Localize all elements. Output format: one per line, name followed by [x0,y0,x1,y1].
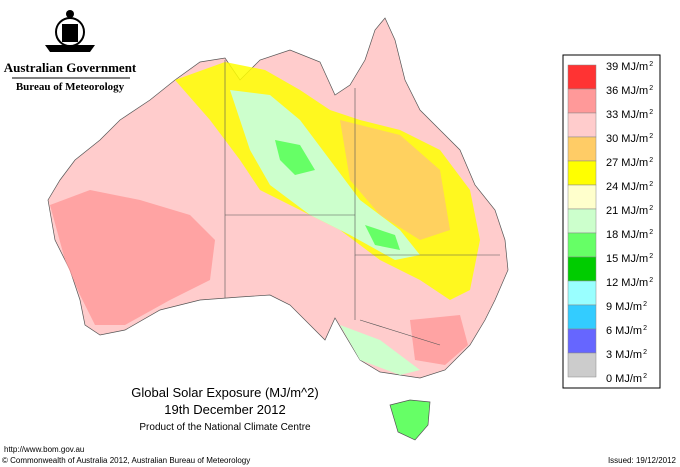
legend-swatch [567,352,597,378]
legend-label: 30 MJ/m [606,133,648,145]
url: http://www.bom.gov.au [4,445,84,454]
issued: Issued: 19/12/2012 [608,456,677,465]
legend-label: 21 MJ/m [606,205,648,217]
legend-frame [562,54,661,389]
legend-label: 9 MJ/m [606,301,642,313]
australia-map [47,17,509,441]
legend-exponent: 2 [649,61,653,68]
legend-swatch [567,328,597,354]
coat-of-arms [45,10,95,52]
legend-label: 24 MJ/m [606,181,648,193]
legend: 39 MJ/m 236 MJ/m 233 MJ/m 230 MJ/m 227 MJ/m 2… [567,61,653,385]
legend-swatch [567,208,597,234]
legend-label: 39 MJ/m [606,61,648,73]
map-product: Product of the National Climate Centre [139,422,311,433]
legend-swatch [567,112,597,138]
legend-exponent: 2 [643,349,647,356]
government: Australian Government [4,60,137,75]
legend-exponent: 2 [643,325,647,332]
legend-label: 36 MJ/m [606,85,648,97]
legend-exponent: 2 [649,277,653,284]
legend-label: 6 MJ/m [606,325,642,337]
legend-label: 12 MJ/m [606,277,648,289]
legend-exponent: 2 [649,181,653,188]
legend-exponent: 2 [643,373,647,380]
legend-swatch [567,184,597,210]
legend-swatch [567,64,597,90]
legend-swatch [567,304,597,330]
map-title: Global Solar Exposure (MJ/m^2) [131,385,318,400]
legend-label: 0 MJ/m [606,373,642,385]
legend-exponent: 2 [649,85,653,92]
legend-label: 15 MJ/m [606,253,648,265]
legend-exponent: 2 [643,301,647,308]
legend-label: 33 MJ/m [606,109,648,121]
legend-exponent: 2 [649,133,653,140]
legend-exponent: 2 [649,253,653,260]
legend-swatch [567,88,597,114]
copyright: © Commonwealth of Australia 2012, Austra… [2,456,250,465]
legend-exponent: 2 [649,109,653,116]
legend-swatch [567,256,597,282]
agency: Bureau of Meteorology [16,81,125,93]
legend-label: 27 MJ/m [606,157,648,169]
legend-exponent: 2 [649,205,653,212]
legend-exponent: 2 [649,229,653,236]
legend-exponent: 2 [649,157,653,164]
legend-label: 3 MJ/m [606,349,642,361]
legend-swatch [567,136,597,162]
map-date: 19th December 2012 [164,402,285,417]
legend-label: 18 MJ/m [606,229,648,241]
legend-swatch [567,232,597,258]
legend-swatch [567,280,597,306]
legend-swatch [567,160,597,186]
